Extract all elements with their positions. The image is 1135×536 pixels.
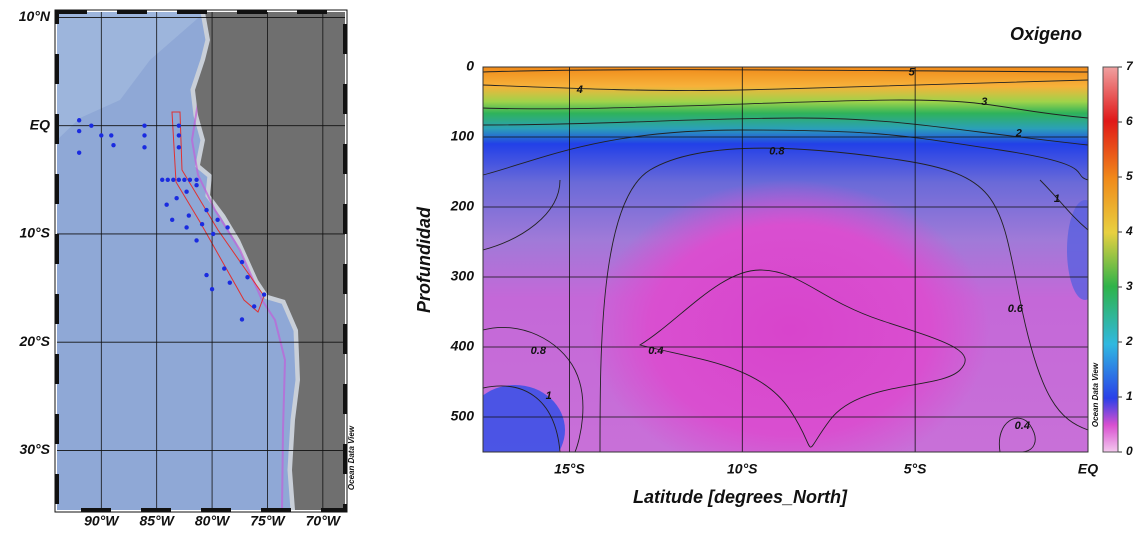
- station: [194, 178, 198, 182]
- contour-label: 3: [981, 96, 987, 108]
- watermark: Ocean Data View: [347, 425, 356, 490]
- station: [174, 196, 178, 200]
- contour-label: 2: [1015, 127, 1022, 139]
- station: [142, 145, 146, 149]
- x-tick-label: EQ: [1078, 461, 1098, 477]
- station: [184, 190, 188, 194]
- station: [245, 275, 249, 279]
- station: [184, 225, 188, 229]
- contour-label: 5: [909, 67, 916, 79]
- x-tick-label: 90°W: [84, 513, 120, 529]
- station: [77, 118, 81, 122]
- station: [109, 133, 113, 137]
- station: [210, 287, 214, 291]
- y-tick-label: 200: [450, 198, 475, 214]
- station: [182, 178, 186, 182]
- contour-label: 1: [546, 390, 552, 402]
- colorbar-label: 0: [1126, 444, 1133, 458]
- y-tick-label: 20°S: [18, 333, 50, 349]
- contour-label: 0.4: [1015, 420, 1030, 432]
- station: [160, 178, 164, 182]
- watermark: Ocean Data View: [1091, 362, 1100, 427]
- station: [204, 273, 208, 277]
- y-tick-label: 30°S: [19, 441, 50, 457]
- station: [177, 178, 181, 182]
- contour-label: 1: [1054, 193, 1060, 205]
- x-tick-label: 15°S: [554, 461, 585, 477]
- x-tick-label: 75°W: [250, 513, 286, 529]
- station: [240, 260, 244, 264]
- x-tick-label: 10°S: [727, 461, 758, 477]
- station: [194, 238, 198, 242]
- station: [187, 213, 191, 217]
- y-tick-label: 10°S: [19, 225, 50, 241]
- contour-label: 0.6: [1008, 303, 1024, 315]
- colorbar-label: 3: [1126, 279, 1133, 293]
- colorbar-label: 1: [1126, 389, 1133, 403]
- station: [194, 183, 198, 187]
- station: [142, 123, 146, 127]
- y-tick-label: EQ: [30, 116, 50, 132]
- station: [142, 133, 146, 137]
- station: [211, 232, 215, 236]
- station: [99, 133, 103, 137]
- station: [177, 145, 181, 149]
- station: [262, 292, 266, 296]
- station: [188, 178, 192, 182]
- x-tick-label: 5°S: [904, 461, 927, 477]
- colorbar-label: 2: [1125, 334, 1133, 348]
- colorbar-label: 4: [1125, 224, 1133, 238]
- station: [166, 178, 170, 182]
- section-panel: 15°S 10°S 5°S EQ 0 100 200 300 400 500 5 4 3 2 0.8 1 0.6…: [414, 24, 1134, 507]
- station: [204, 208, 208, 212]
- station: [222, 266, 226, 270]
- x-tick-label: 70°W: [306, 513, 342, 529]
- station: [228, 280, 232, 284]
- station: [170, 218, 174, 222]
- y-tick-label: 10°N: [19, 8, 51, 24]
- y-tick-label: 400: [450, 338, 475, 354]
- x-tick-label: 85°W: [139, 513, 175, 529]
- field-core: [590, 180, 990, 480]
- colorbar-label: 6: [1126, 114, 1133, 128]
- station: [225, 225, 229, 229]
- station: [111, 143, 115, 147]
- station: [171, 178, 175, 182]
- station: [177, 133, 181, 137]
- station: [164, 203, 168, 207]
- contour-label: 4: [576, 84, 583, 96]
- contour-label: 0.8: [769, 146, 785, 158]
- colorbar-label: 7: [1126, 59, 1134, 73]
- y-tick-label: 500: [451, 408, 475, 424]
- colorbar: [1103, 67, 1118, 452]
- chart-title: Oxigeno: [1010, 24, 1082, 44]
- station: [215, 218, 219, 222]
- y-tick-label: 300: [451, 268, 475, 284]
- colorbar-label: 5: [1126, 169, 1133, 183]
- figure: 90°W 85°W 80°W 75°W 70°W 10°N EQ 10°S 20°S 30°S Oc…: [0, 0, 1135, 531]
- map-panel: 90°W 85°W 80°W 75°W 70°W 10°N EQ 10°S 20°S 30°S Oc…: [18, 8, 356, 529]
- x-tick-label: 80°W: [195, 513, 231, 529]
- station: [240, 317, 244, 321]
- station: [177, 123, 181, 127]
- contour-label: 0.8: [531, 345, 547, 357]
- station: [252, 304, 256, 308]
- station: [89, 123, 93, 127]
- contour-label: 0.4: [648, 345, 663, 357]
- station: [200, 222, 204, 226]
- y-tick-label: 100: [451, 128, 475, 144]
- y-axis-label: Profundidad: [414, 206, 434, 313]
- y-tick-label: 0: [466, 58, 474, 74]
- station: [77, 129, 81, 133]
- station: [77, 151, 81, 155]
- x-axis-label: Latitude [degrees_North]: [633, 487, 848, 507]
